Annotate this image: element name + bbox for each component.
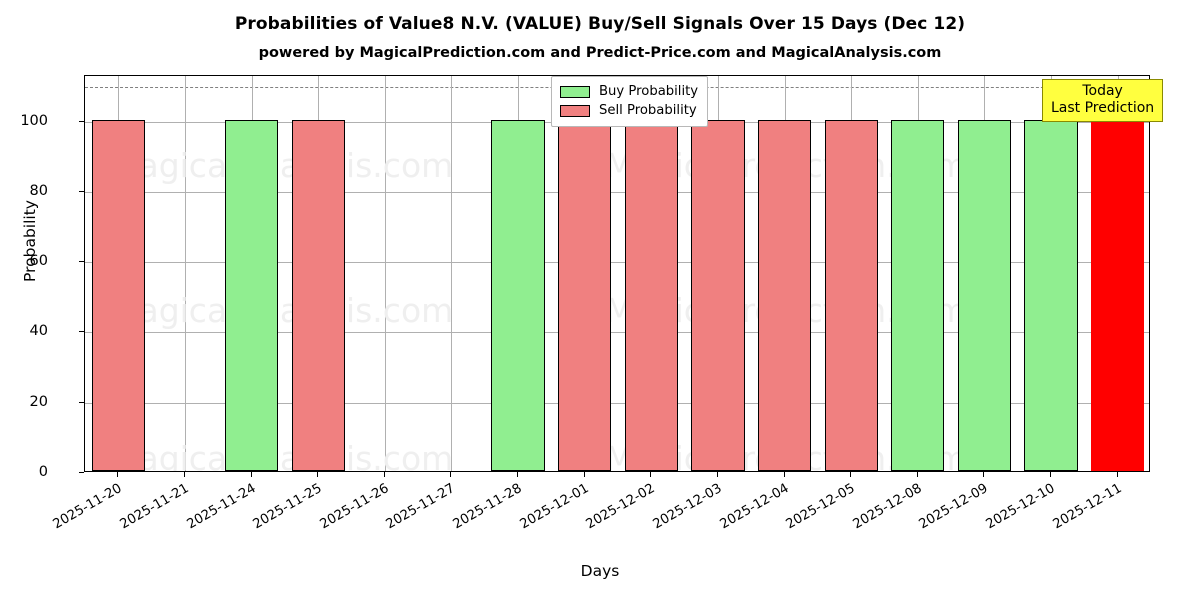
y-tick-mark [79, 120, 84, 122]
x-tick-mark [983, 472, 985, 477]
watermark-text: MagicalAnalysis.com [110, 291, 454, 330]
plot-inner: MagicalAnalysis.com MagicalAnalysis.com Ma… [85, 76, 1149, 471]
x-tick-mark [1050, 472, 1052, 477]
bar-sell [824, 119, 878, 471]
x-tick-mark [583, 472, 585, 477]
bar-buy [891, 119, 945, 471]
y-tick-label: 80 [29, 182, 48, 199]
legend-swatch-buy [560, 85, 590, 98]
bar-sell [691, 119, 745, 471]
chart-subtitle: powered by MagicalPrediction.com and Pre… [258, 45, 942, 61]
x-tick-mark [250, 472, 252, 477]
x-tick-mark [517, 472, 519, 477]
x-tick-mark [117, 472, 119, 477]
legend-label-sell: Sell Probability [599, 103, 697, 118]
legend-item-buy: Buy Probability [560, 82, 698, 101]
gridline-y [85, 191, 1149, 193]
gridline-y [85, 262, 1149, 264]
watermark-text: MagicalAnalysis.com [110, 146, 454, 185]
bar-today [1091, 119, 1145, 471]
x-tick-mark [850, 472, 852, 477]
bar-sell [91, 119, 145, 471]
y-tick-mark [79, 472, 84, 473]
watermark-text: MagicalAnalysis.com [110, 439, 454, 471]
x-tick-mark [383, 472, 385, 477]
legend-label-buy: Buy Probability [599, 84, 699, 99]
x-tick-mark [317, 472, 319, 477]
chart-title: Probabilities of Value8 N.V. (VALUE) Buy… [234, 14, 966, 34]
today-annotation: Today Last Prediction [1042, 79, 1164, 123]
y-tick-label: 20 [29, 393, 48, 410]
x-tick-mark [716, 472, 718, 477]
y-tick-label: 60 [29, 253, 48, 270]
bar-buy [491, 119, 545, 471]
bar-sell [757, 119, 812, 471]
x-tick-mark [183, 472, 185, 477]
today-annotation-line2: Last Prediction [1051, 100, 1155, 117]
bar-buy [957, 119, 1012, 471]
bar-sell [291, 119, 345, 471]
legend-item-sell: Sell Probability [560, 101, 698, 120]
x-tick-mark [450, 472, 452, 477]
y-tick-label: 100 [20, 112, 48, 129]
gridline-y [85, 402, 1149, 404]
y-axis-label: Probability [21, 200, 39, 282]
y-tick-label: 0 [38, 464, 48, 480]
gridline-y [85, 332, 1149, 334]
gridline-x [184, 76, 186, 471]
legend-swatch-sell [560, 104, 590, 117]
y-tick-mark [79, 190, 84, 192]
x-axis-label: Days [580, 562, 620, 580]
today-annotation-line1: Today [1082, 83, 1123, 99]
bar-buy [224, 119, 279, 471]
bar-sell [558, 119, 612, 471]
y-tick-mark [79, 331, 84, 333]
x-tick-mark [650, 472, 652, 477]
bar-buy [1024, 119, 1078, 471]
bar-sell [624, 119, 678, 471]
plot-area: MagicalAnalysis.com MagicalAnalysis.com Ma… [84, 75, 1150, 472]
y-tick-mark [79, 401, 84, 403]
x-tick-mark [916, 472, 918, 477]
x-tick-mark [1116, 472, 1118, 477]
chart-legend: Buy Probability Sell Probability [551, 76, 709, 127]
y-tick-mark [79, 261, 84, 263]
y-tick-label: 40 [29, 323, 48, 340]
gridline-x [384, 76, 386, 471]
x-tick-mark [783, 472, 785, 477]
gridline-x [451, 76, 453, 471]
